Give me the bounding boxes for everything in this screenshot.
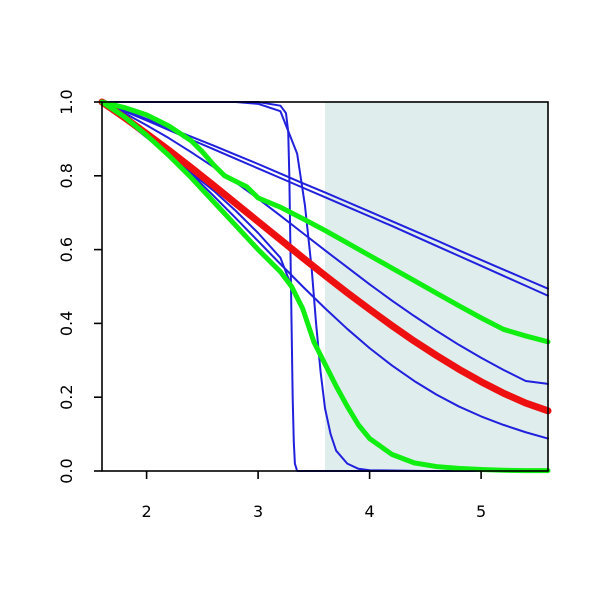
x-tick-label: 2 [142, 502, 152, 521]
y-tick-label: 0.6 [57, 237, 76, 262]
y-tick-label: 0.2 [57, 384, 76, 409]
x-tick-label: 4 [365, 502, 375, 521]
series-line-10 [99, 99, 551, 474]
y-tick-label: 0.8 [57, 163, 76, 188]
series-line-3 [101, 101, 549, 385]
series-line-9 [99, 99, 551, 345]
plot-frame [101, 101, 549, 472]
y-tick-label: 0.4 [57, 311, 76, 336]
series-line-8 [98, 98, 552, 415]
series-layer [98, 98, 552, 474]
x-tick-label: 3 [253, 502, 263, 521]
y-tick-label: 0.0 [57, 458, 76, 483]
shaded-region-layer [325, 102, 548, 471]
y-tick-label: 1.0 [57, 89, 76, 114]
axes-layer: 2 3 4 5 0.0 0.2 0.4 0.6 0.8 1.0 [57, 89, 549, 521]
shaded-region [325, 102, 548, 471]
x-tick-label: 5 [476, 502, 486, 521]
